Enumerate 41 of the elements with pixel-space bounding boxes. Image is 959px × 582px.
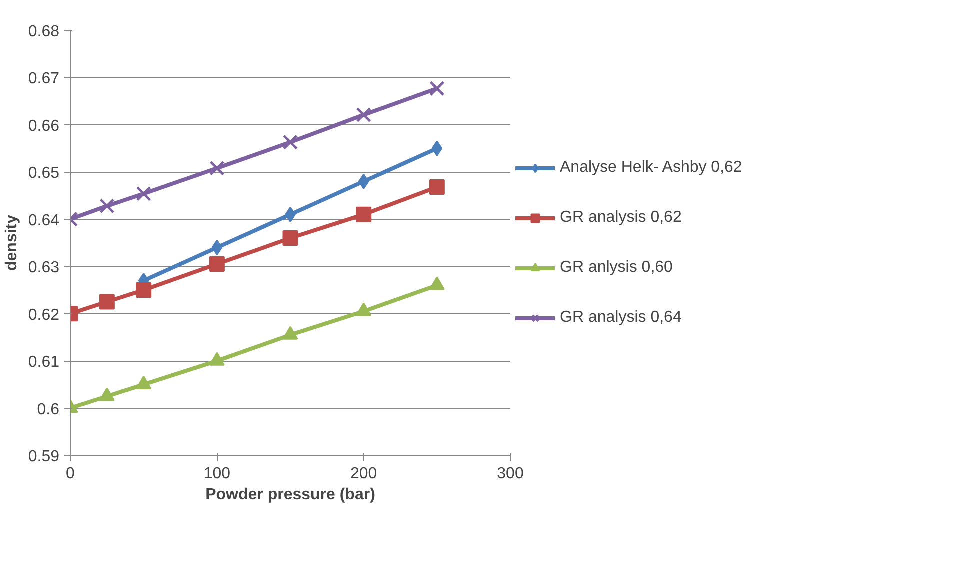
x-tick-label: 200 [350,466,378,482]
point [282,326,298,340]
legend-label: Analyse Helk- Ashby 0,62 [560,158,742,176]
y-tick-label: 0.62 [28,306,60,324]
x-tick-label: 300 [497,466,524,482]
point [209,352,225,366]
point [282,134,298,150]
x-tick-label: 0 [66,466,76,482]
y-tick-label: 0.64 [28,212,60,230]
point [429,276,445,290]
point [136,282,152,298]
point [356,302,372,316]
y-tick-label: 0.65 [28,165,60,182]
y-tick-label: 0.68 [28,24,60,40]
y-tick-label: 0.63 [28,260,60,277]
point [282,230,298,246]
x-tick-label: 100 [204,466,231,482]
x-axis-title: Powder pressure (bar) [206,486,376,504]
y-tick-label: 0.59 [28,448,60,466]
point [209,256,225,272]
y-tick-label: 0.67 [28,70,60,88]
point [429,180,445,196]
point [356,107,372,123]
point [356,206,372,222]
legend-label: GR anlysis 0,60 [560,258,673,276]
point [358,174,370,190]
y-tick-label: 0.66 [28,118,60,135]
point [100,198,115,214]
point [99,388,115,402]
point [212,240,223,256]
point [210,160,225,176]
y-tick-label: 0.61 [28,354,60,372]
legend-label: GR analysis 0,64 [560,308,682,326]
y-tick-label: 0.6 [37,401,60,418]
point [430,80,445,96]
point [136,376,152,390]
legend-label: GR analysis 0,62 [560,208,682,226]
y-axis-title: density [3,214,20,272]
point [99,294,115,310]
point [136,186,152,202]
point [432,140,443,156]
